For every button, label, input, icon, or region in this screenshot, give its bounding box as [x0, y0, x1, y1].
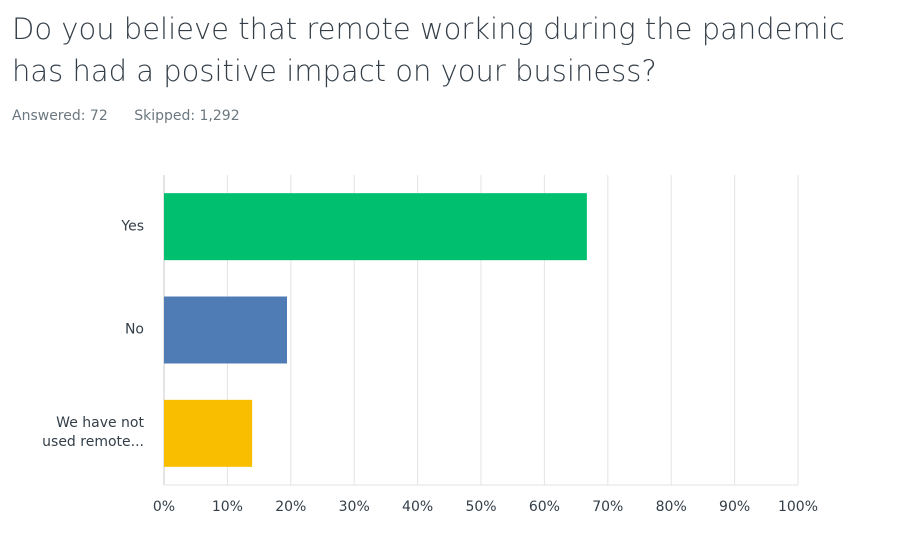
x-tick-label: 80% [656, 499, 687, 515]
x-tick-label: 20% [275, 499, 306, 515]
x-tick-label: 70% [592, 499, 623, 515]
y-tick-label: No [124, 321, 144, 338]
answered-count: Answered: 72 [12, 108, 108, 124]
y-tick-label: Yes [121, 218, 144, 235]
x-tick-label: 100% [778, 499, 818, 515]
x-tick-label: 0% [153, 499, 175, 515]
summary: Answered: 72 Skipped: 1,292 [12, 108, 262, 124]
skipped-count: Skipped: 1,292 [134, 108, 240, 124]
y-tick-label: We have not used remote... [42, 415, 144, 451]
x-tick-label: 50% [465, 499, 496, 515]
bar [164, 399, 253, 467]
x-tick-label: 60% [529, 499, 560, 515]
chart-title: Do you believe that remote working durin… [12, 12, 845, 88]
x-tick-label: 40% [402, 499, 433, 515]
x-tick-label: 10% [212, 499, 243, 515]
x-tick-label: 90% [719, 499, 750, 515]
bar [164, 296, 287, 364]
x-tick-label: 30% [339, 499, 370, 515]
bar [164, 193, 587, 261]
